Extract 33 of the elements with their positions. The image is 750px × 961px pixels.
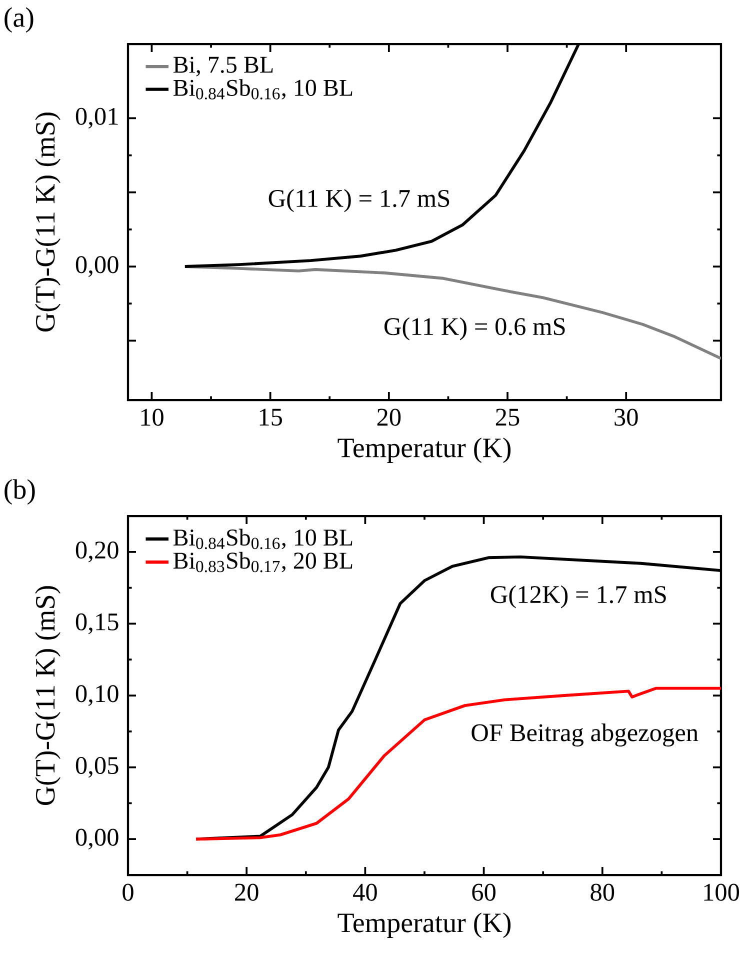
y-tick-label: 0,20: [76, 542, 118, 562]
annotation: G(11 K) = 1.7 mS: [268, 189, 450, 212]
x-axis-title: Temperatur (K): [338, 438, 511, 464]
chart-title: (a): [4, 7, 34, 33]
annotation: G(12K) = 1.7 mS: [490, 585, 666, 608]
x-tick-label: 100: [704, 884, 740, 901]
x-tick-label: 20: [235, 884, 258, 901]
x-axis-title: Temperatur (K): [338, 912, 511, 938]
x-tick-label: 10: [141, 408, 164, 426]
legend-label: Bi$_{0.84}$Sb$_{0.16}$, 10 BL: [173, 79, 352, 100]
y-tick-label: 0,15: [76, 613, 118, 634]
y-tick-label: 0,01: [76, 108, 118, 129]
x-tick-label: 30: [614, 408, 638, 426]
annotation: OF Beitrag abgezogen: [472, 723, 698, 747]
line-series: [194, 686, 721, 841]
y-tick-label: 0,05: [76, 756, 118, 778]
chart-title: (b): [4, 479, 35, 505]
x-tick-label: 0: [122, 884, 134, 901]
x-tick-label: 40: [353, 884, 377, 901]
y-axis-title: G(T)-G(11 K) (mS): [35, 586, 60, 806]
x-tick-label: 60: [472, 884, 496, 901]
annotation: G(11 K) = 0.6 mS: [384, 317, 565, 340]
y-tick-label: 0,00: [76, 256, 118, 277]
x-tick-label: 20: [377, 408, 401, 426]
legend-label: Bi, 7.5 BL: [173, 56, 273, 76]
y-axis-title: G(T)-G(11 K) (mS): [35, 112, 60, 332]
legend-label: Bi$_{0.84}$Sb$_{0.16}$, 10 BL: [173, 528, 352, 550]
y-tick-label: 0,10: [76, 685, 118, 706]
x-tick-label: 15: [260, 408, 282, 426]
legend-label: Bi$_{0.83}$Sb$_{0.17}$, 20 BL: [173, 552, 352, 572]
x-tick-label: 25: [496, 408, 520, 426]
y-tick-label: 0,00: [76, 828, 118, 850]
x-tick-label: 80: [590, 884, 614, 901]
